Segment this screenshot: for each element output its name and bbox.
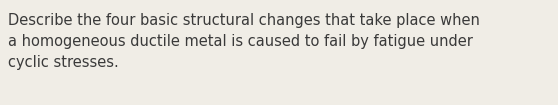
Text: Describe the four basic structural changes that take place when
a homogeneous du: Describe the four basic structural chang… <box>8 13 480 70</box>
